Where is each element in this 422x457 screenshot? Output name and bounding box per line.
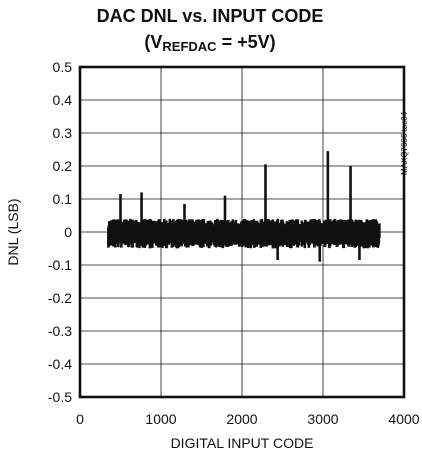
y-axis-label: DNL (LSB) — [5, 198, 21, 265]
y-tick-label: -0.3 — [48, 323, 72, 339]
chart-title: DAC DNL vs. INPUT CODE — [97, 6, 324, 26]
x-tick-label: 0 — [76, 411, 84, 427]
x-tick-label: 2000 — [226, 411, 257, 427]
x-axis-label: DIGITAL INPUT CODE — [171, 435, 314, 451]
x-tick-label: 1000 — [145, 411, 176, 427]
y-tick-label: 0.5 — [53, 59, 73, 75]
subtitle-suffix: = +5V) — [217, 32, 276, 52]
y-tick-label: -0.2 — [48, 290, 72, 306]
x-tick-label: 4000 — [388, 411, 419, 427]
y-tick-label: -0.1 — [48, 257, 72, 273]
y-tick-label: 0.4 — [53, 92, 73, 108]
y-tick-label: 0 — [64, 224, 72, 240]
subtitle-subscript: REFDAC — [162, 39, 217, 54]
y-tick-labels: -0.5 -0.4 -0.3 -0.2 -0.1 0 0.1 0.2 0.3 0.4 0.5 — [48, 59, 72, 405]
chart-subtitle: (VREFDAC = +5V) — [144, 32, 275, 54]
subtitle-prefix: (V — [144, 32, 162, 52]
x-tick-labels: 0 1000 2000 3000 4000 — [76, 411, 420, 427]
plot-frame — [78, 65, 406, 399]
x-tick-label: 3000 — [307, 411, 338, 427]
figure-id-note: MAXQ7666 toc04 — [400, 111, 409, 175]
y-tick-label: 0.2 — [53, 158, 73, 174]
y-tick-label: -0.4 — [48, 356, 72, 372]
dnl-series — [107, 151, 381, 262]
y-tick-label: 0.1 — [53, 191, 73, 207]
y-tick-label: 0.3 — [53, 125, 73, 141]
y-tick-label: -0.5 — [48, 389, 72, 405]
